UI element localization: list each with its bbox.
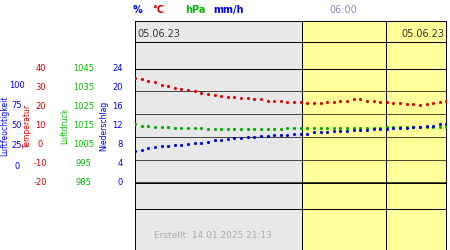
Text: 0: 0 bbox=[117, 178, 122, 187]
Bar bbox=[135, 42, 302, 69]
Text: Temperatur: Temperatur bbox=[22, 104, 32, 148]
Text: 1045: 1045 bbox=[73, 64, 94, 73]
Text: 100: 100 bbox=[9, 80, 25, 90]
Text: hPa: hPa bbox=[185, 4, 206, 15]
Text: 05.06.23: 05.06.23 bbox=[137, 29, 180, 39]
Text: 12: 12 bbox=[112, 121, 122, 130]
Bar bbox=[386, 42, 446, 69]
Bar bbox=[386, 182, 446, 209]
Bar bbox=[386, 69, 446, 182]
Bar bbox=[135, 69, 302, 182]
Text: °C: °C bbox=[153, 4, 164, 15]
Bar bbox=[135, 209, 302, 250]
Bar bbox=[302, 42, 386, 69]
Text: 985: 985 bbox=[75, 178, 91, 187]
Text: 10: 10 bbox=[35, 121, 46, 130]
Text: 20: 20 bbox=[112, 83, 122, 92]
Text: 75: 75 bbox=[12, 101, 22, 110]
Text: 16: 16 bbox=[112, 102, 122, 111]
Text: Luftdruck: Luftdruck bbox=[61, 108, 70, 144]
Text: -10: -10 bbox=[34, 159, 47, 168]
Text: 40: 40 bbox=[35, 64, 46, 73]
Text: 20: 20 bbox=[35, 102, 46, 111]
Bar bbox=[302, 69, 386, 182]
Text: mm/h: mm/h bbox=[213, 4, 244, 15]
Text: 1035: 1035 bbox=[73, 83, 94, 92]
Text: Erstellt: 14.01.2025 21:13: Erstellt: 14.01.2025 21:13 bbox=[154, 231, 272, 240]
Text: 4: 4 bbox=[117, 159, 122, 168]
Text: Luftfeuchtigkeit: Luftfeuchtigkeit bbox=[0, 95, 9, 156]
Text: 1025: 1025 bbox=[73, 102, 94, 111]
Text: 995: 995 bbox=[76, 159, 91, 168]
Bar bbox=[386, 21, 446, 42]
Text: 06:00: 06:00 bbox=[330, 4, 357, 15]
Text: %: % bbox=[132, 4, 142, 15]
Text: 50: 50 bbox=[12, 121, 22, 130]
Text: 1015: 1015 bbox=[73, 121, 94, 130]
Bar bbox=[302, 209, 386, 250]
Text: 1005: 1005 bbox=[73, 140, 94, 149]
Bar bbox=[135, 21, 302, 42]
Text: 8: 8 bbox=[117, 140, 122, 149]
Bar bbox=[302, 182, 386, 209]
Text: 25: 25 bbox=[12, 142, 22, 150]
Text: 0: 0 bbox=[38, 140, 43, 149]
Text: 05.06.23: 05.06.23 bbox=[401, 29, 444, 39]
Bar bbox=[386, 209, 446, 250]
Text: 30: 30 bbox=[35, 83, 46, 92]
Bar bbox=[302, 21, 386, 42]
Text: Niederschlag: Niederschlag bbox=[99, 100, 108, 151]
Bar bbox=[135, 182, 302, 209]
Text: -20: -20 bbox=[34, 178, 47, 187]
Text: 0: 0 bbox=[14, 162, 20, 171]
Text: 24: 24 bbox=[112, 64, 122, 73]
